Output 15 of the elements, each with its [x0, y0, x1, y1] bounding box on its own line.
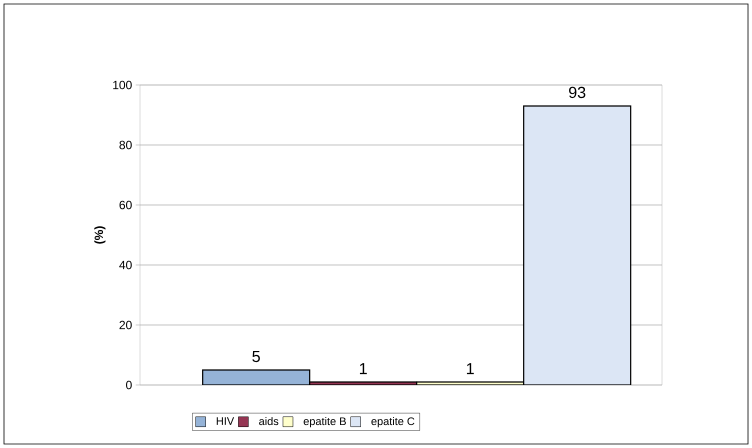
y-tick-label: 100: [113, 80, 132, 90]
y-tick-label: 0: [126, 380, 132, 390]
data-label: 93: [569, 86, 586, 98]
data-label: 5: [252, 350, 260, 362]
y-tick-label: 80: [119, 140, 132, 150]
legend-label: aids: [259, 417, 278, 426]
data-label: 1: [466, 363, 474, 374]
legend-label: HIV: [216, 417, 234, 425]
y-tick-label: 20: [120, 320, 132, 330]
y-axis-title: (%): [94, 226, 106, 244]
legend-label: epatite B: [304, 417, 346, 428]
legend-label: epatite C: [371, 417, 414, 428]
y-tick-label: 60: [120, 200, 132, 210]
data-label: 1: [360, 363, 367, 374]
y-tick-label: 40: [119, 260, 132, 270]
